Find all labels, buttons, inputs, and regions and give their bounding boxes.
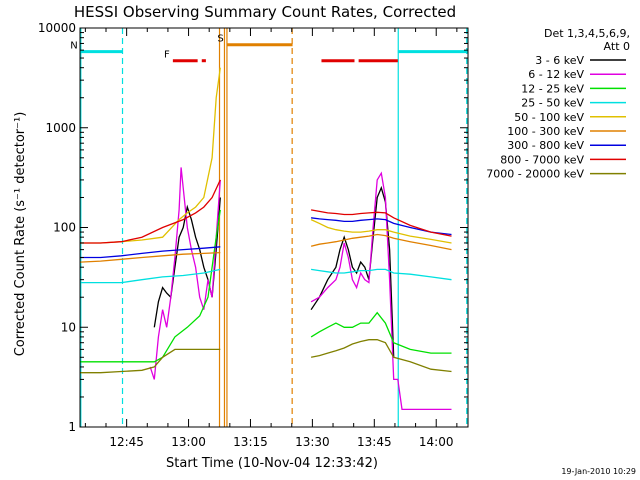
legend-label-6: 300 - 800 keV <box>507 139 584 152</box>
axis-ticks: 12:45 13:00 13:15 13:30 13:45 14:00 1 10 100 1000… <box>38 21 468 449</box>
series-line-2-0 <box>80 209 221 363</box>
series-line-8-0 <box>80 348 221 374</box>
series-line-6-0 <box>80 246 221 259</box>
legend-title: Det 1,3,4,5,6,9, <box>544 27 630 40</box>
series-line-7-1 <box>310 209 452 237</box>
y-tick-label-2: 100 <box>53 221 76 235</box>
series-line-4-0 <box>80 67 221 244</box>
legend-label-4: 50 - 100 keV <box>514 111 584 124</box>
y-tick-label-1: 10 <box>61 320 76 334</box>
legend-subtitle: Att 0 <box>604 40 630 53</box>
legend-label-5: 100 - 300 keV <box>507 125 584 138</box>
series-line-8-1 <box>310 339 452 373</box>
plot-area: N F S <box>70 28 468 427</box>
series-line-5-1 <box>310 233 452 251</box>
series-line-3-0 <box>80 268 221 284</box>
legend-label-3: 25 - 50 keV <box>521 97 584 110</box>
legend-label-8: 7000 - 20000 keV <box>486 168 584 181</box>
series-line-2-1 <box>310 311 452 354</box>
x-tick-label-3: 13:30 <box>295 435 330 449</box>
series-line-1-1 <box>310 171 452 411</box>
legend-label-0: 3 - 6 keV <box>535 54 584 67</box>
series-line-5-0 <box>79 251 221 263</box>
series-line-3-1 <box>311 268 452 281</box>
x-tick-label-4: 13:45 <box>357 435 392 449</box>
timestamp: 19-Jan-2010 10:29 <box>561 467 636 476</box>
series-line-4-1 <box>310 219 452 244</box>
state-bar-label-N: N <box>70 41 77 52</box>
series-line-1-0 <box>149 167 221 380</box>
chart-title: HESSI Observing Summary Count Rates, Cor… <box>74 3 456 21</box>
y-axis-label: Corrected Count Rate (s⁻¹ detector⁻¹) <box>13 112 28 357</box>
series-line-7-0 <box>80 179 221 244</box>
state-bar-label-F: F <box>164 50 170 61</box>
x-tick-label-5: 14:00 <box>419 435 454 449</box>
series-line-6-1 <box>311 217 452 236</box>
x-axis-label: Start Time (10-Nov-04 12:33:42) <box>166 456 378 471</box>
x-tick-label-0: 12:45 <box>109 435 144 449</box>
legend-label-7: 800 - 7000 keV <box>500 153 584 166</box>
y-tick-label-0: 1 <box>68 420 76 434</box>
y-tick-label-4: 10000 <box>38 21 76 35</box>
series-line-0-1 <box>310 185 395 358</box>
x-tick-label-1: 13:00 <box>171 435 206 449</box>
state-bar-label-S: S <box>217 34 223 45</box>
x-tick-label-2: 13:15 <box>233 435 268 449</box>
legend-label-2: 12 - 25 keV <box>521 82 584 95</box>
legend-label-1: 6 - 12 keV <box>528 68 584 81</box>
y-tick-label-3: 1000 <box>45 121 76 135</box>
